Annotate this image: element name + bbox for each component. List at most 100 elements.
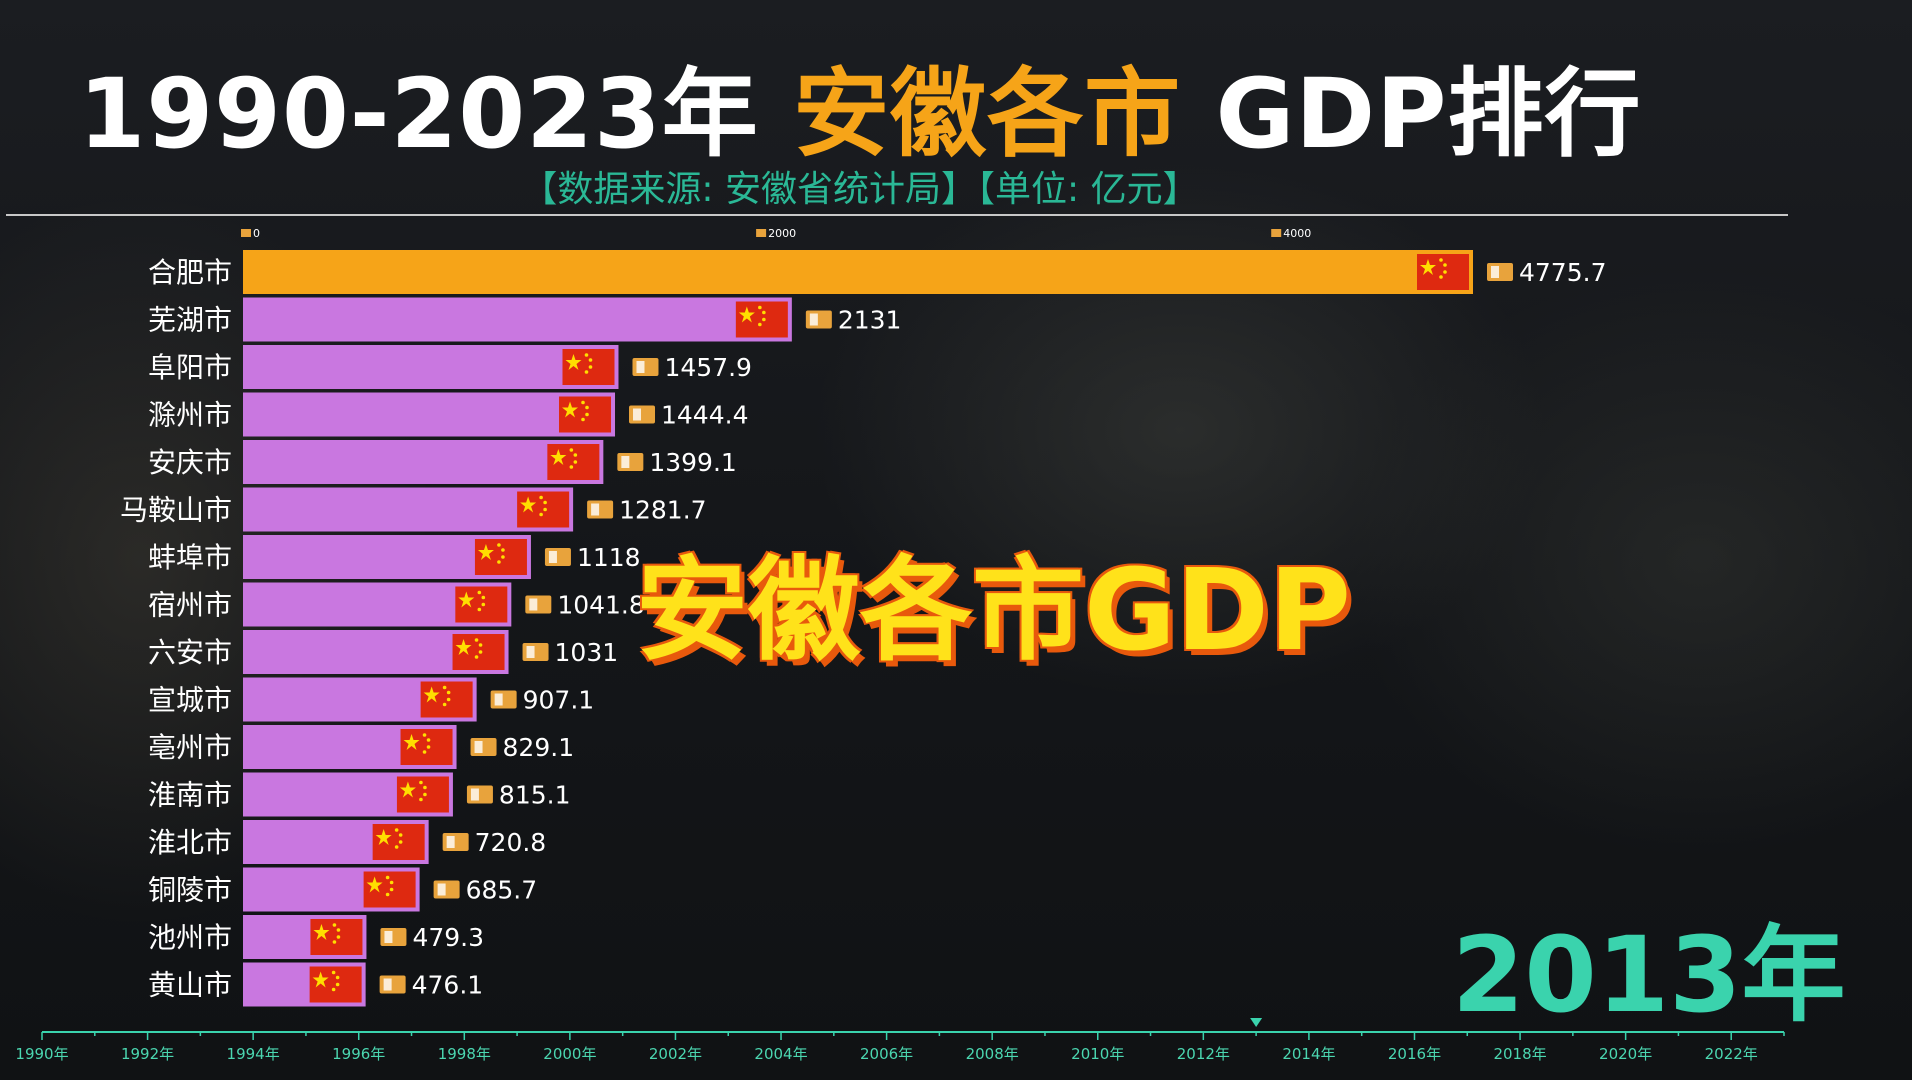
overlay-caption: 安徽各市GDP (636, 546, 1351, 676)
coin-icon (380, 928, 407, 946)
flag-small-star-icon (588, 365, 593, 369)
coin-icon-detail (591, 503, 600, 516)
timeline-marker-icon (1250, 1018, 1263, 1027)
coin-icon (1487, 263, 1513, 281)
value-label: 1041.8 (557, 591, 644, 620)
coin-icon (379, 975, 406, 994)
bar (243, 392, 616, 437)
flag-small-star-icon (332, 940, 337, 944)
flag-small-star-icon (394, 828, 399, 832)
flag-small-star-icon (1443, 270, 1447, 274)
flag-small-star-icon (474, 638, 479, 642)
flag-small-star-icon (758, 322, 762, 327)
flag-small-star-icon (584, 353, 589, 357)
flag-small-star-icon (588, 358, 593, 362)
current-year-label: 2013年 (1452, 914, 1846, 1036)
coin-icon-detail (384, 931, 393, 943)
flag-star-icon (550, 449, 567, 465)
flag-small-star-icon (501, 548, 505, 552)
flag-star-icon (312, 971, 329, 988)
header-divider (6, 214, 1788, 216)
flag-small-star-icon (423, 785, 427, 790)
flag-small-star-icon (569, 465, 574, 469)
flag-small-star-icon (442, 685, 447, 690)
bar-row: 滁州市 1444.4 (148, 392, 748, 437)
coin-icon-detail (548, 551, 557, 563)
value-label: 2131 (838, 306, 902, 335)
flag-small-star-icon (426, 738, 431, 742)
category-label: 阜阳市 (148, 351, 232, 384)
flag-small-star-icon (481, 595, 486, 600)
flag-star-icon (520, 496, 537, 513)
flag-small-star-icon (442, 702, 447, 707)
bar-row: 淮北市 720.8 (148, 820, 546, 864)
bar-row: 淮南市 815.1 (148, 772, 571, 817)
timeline-year-label: 1992年 (121, 1045, 174, 1063)
timeline-year-label: 1990年 (15, 1045, 68, 1063)
coin-icon-detail (437, 883, 446, 896)
x-tick-icon (1271, 229, 1282, 237)
value-label: 815.1 (499, 781, 571, 810)
flag-small-star-icon (1439, 275, 1443, 279)
timeline-year-label: 2004年 (754, 1045, 807, 1063)
x-tick-label: 0 (253, 227, 260, 240)
timeline-year-label: 2020年 (1599, 1045, 1652, 1063)
coin-icon (442, 833, 469, 851)
coin-icon-detail (621, 456, 630, 468)
coin-icon (632, 358, 659, 376)
value-label: 479.3 (412, 923, 484, 952)
bar-row: 合肥市 4775.7 (148, 250, 1606, 294)
flag-small-star-icon (398, 833, 403, 837)
value-label: 720.8 (475, 828, 547, 857)
bar-row: 蚌埠市 1118 (148, 535, 641, 579)
flag-small-star-icon (543, 500, 547, 505)
x-tick-icon (756, 229, 767, 237)
coin-icon (522, 643, 549, 661)
flag-small-star-icon (497, 543, 501, 547)
flag-small-star-icon (331, 970, 336, 975)
flag-small-star-icon (385, 875, 390, 880)
x-tick-icon (241, 229, 251, 237)
bar (243, 345, 619, 389)
category-label: 黄山市 (148, 969, 232, 1002)
category-label: 宣城市 (148, 684, 232, 717)
coin-icon (433, 880, 460, 899)
coin-icon (490, 690, 517, 709)
flag-small-star-icon (481, 602, 486, 607)
title-years: 1990-2023年 (78, 58, 794, 170)
value-label: 1399.1 (649, 448, 736, 477)
x-tick: 2000 (756, 227, 796, 240)
coin-icon (587, 500, 614, 519)
coin-icon (617, 453, 644, 471)
flag-small-star-icon (573, 460, 578, 464)
title-highlight: 安徽各市 (793, 58, 1182, 170)
flag-small-star-icon (478, 643, 483, 647)
timeline-year-label: 2006年 (860, 1045, 913, 1063)
flag-small-star-icon (336, 928, 341, 932)
flag-small-star-icon (419, 780, 423, 785)
coin-icon (805, 310, 832, 329)
flag-small-star-icon (477, 590, 482, 595)
value-label: 1031 (555, 638, 619, 667)
flag-star-icon (375, 829, 392, 845)
flag-small-star-icon (335, 982, 340, 987)
timeline-year-label: 2014年 (1282, 1045, 1335, 1063)
bar-row: 黄山市 476.1 (148, 962, 483, 1007)
flag-small-star-icon (336, 935, 341, 939)
coin-icon-detail (1491, 266, 1499, 278)
bar-row: 马鞍山市 1281.7 (120, 487, 707, 532)
value-label: 4775.7 (1519, 258, 1606, 287)
value-label: 1118 (577, 543, 641, 572)
flag-star-icon (423, 686, 440, 703)
x-tick: 0 (241, 227, 260, 240)
coin-icon-detail (383, 978, 392, 991)
category-label: 铜陵市 (148, 874, 232, 907)
timeline-year-label: 2000年 (543, 1045, 596, 1063)
bar-row: 铜陵市 685.7 (148, 867, 538, 912)
flag-star-icon (477, 544, 494, 560)
bar-row: 安庆市 1399.1 (148, 440, 737, 484)
flag-small-star-icon (581, 417, 585, 422)
value-label: 685.7 (466, 876, 538, 905)
category-label: 淮北市 (148, 826, 232, 859)
